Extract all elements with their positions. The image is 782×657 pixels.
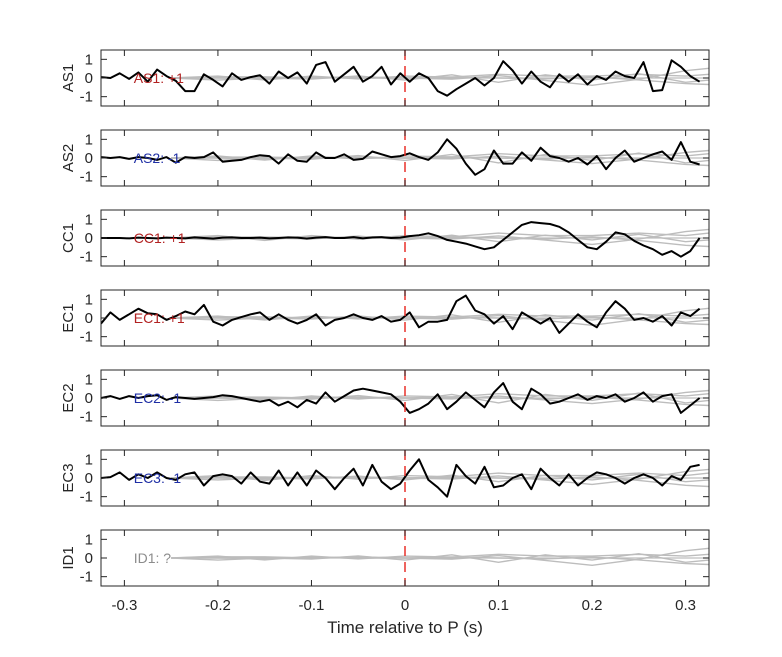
y-axis-label: EC1 <box>60 303 77 332</box>
y-axis-label: ID1 <box>60 546 77 569</box>
x-tick-label: 0.3 <box>675 597 696 614</box>
plot-area <box>101 458 709 498</box>
plot-area <box>171 547 709 567</box>
y-tick-label: -1 <box>80 329 93 346</box>
x-tick-label: 0.2 <box>582 597 603 614</box>
series-line <box>101 458 700 498</box>
y-tick-label: 1 <box>85 291 93 308</box>
x-axis: -0.3 -0.2 -0.1 0 0.1 0.2 0.3 <box>111 597 696 614</box>
grey-trace <box>171 389 709 405</box>
series-line <box>101 59 701 97</box>
y-tick-label: 0 <box>85 230 93 247</box>
series-line <box>101 138 700 176</box>
x-axis-label: Time relative to P (s) <box>327 618 483 637</box>
grey-trace <box>171 476 709 488</box>
plot-area <box>101 138 709 176</box>
station-label: EC1: +1 <box>134 310 185 326</box>
grey-trace <box>171 236 709 248</box>
y-tick-label: -1 <box>80 569 93 586</box>
y-tick-label: 0 <box>85 470 93 487</box>
station-label: ID1: ? <box>134 550 172 566</box>
plot-area <box>101 382 709 414</box>
y-tick-label: -1 <box>80 249 93 266</box>
y-tick-label: 1 <box>85 371 93 388</box>
plot-area <box>101 59 709 97</box>
y-tick-label: 0 <box>85 550 93 567</box>
series-line <box>101 221 701 258</box>
x-tick-label: 0 <box>401 597 409 614</box>
station-label: AS1: +1 <box>134 70 184 86</box>
y-tick-label: 1 <box>85 211 93 228</box>
y-axis-label: AS2 <box>60 144 77 172</box>
x-tick-label: 0.1 <box>488 597 509 614</box>
plot-area <box>101 221 709 258</box>
station-label: EC3: -1 <box>134 470 182 486</box>
y-tick-label: 0 <box>85 150 93 167</box>
y-tick-label: 0 <box>85 70 93 87</box>
y-tick-label: -1 <box>80 489 93 506</box>
x-tick-label: -0.1 <box>299 597 325 614</box>
station-label: EC2: -1 <box>134 390 182 406</box>
station-label: CC1: +1 <box>134 230 186 246</box>
y-tick-label: 1 <box>85 531 93 548</box>
x-tick-label: -0.2 <box>205 597 231 614</box>
y-tick-label: -1 <box>80 409 93 426</box>
x-tick-label: -0.3 <box>111 597 137 614</box>
series-line <box>101 294 701 334</box>
grey-trace <box>171 396 709 407</box>
station-label: AS2: -1 <box>134 150 181 166</box>
y-tick-label: -1 <box>80 169 93 186</box>
y-axis-label: AS1 <box>60 64 77 92</box>
y-axis-label: EC3 <box>60 463 77 492</box>
y-tick-label: 0 <box>85 310 93 327</box>
y-tick-label: 1 <box>85 51 93 68</box>
grey-trace <box>171 556 709 566</box>
y-tick-label: 0 <box>85 390 93 407</box>
plot-area <box>101 294 709 334</box>
y-axis-label: CC1 <box>60 223 77 253</box>
y-tick-label: 1 <box>85 131 93 148</box>
series-line <box>101 382 701 414</box>
y-axis-label: EC2 <box>60 383 77 412</box>
grey-trace <box>171 228 709 246</box>
y-tick-label: 1 <box>85 451 93 468</box>
y-tick-label: -1 <box>80 89 93 106</box>
